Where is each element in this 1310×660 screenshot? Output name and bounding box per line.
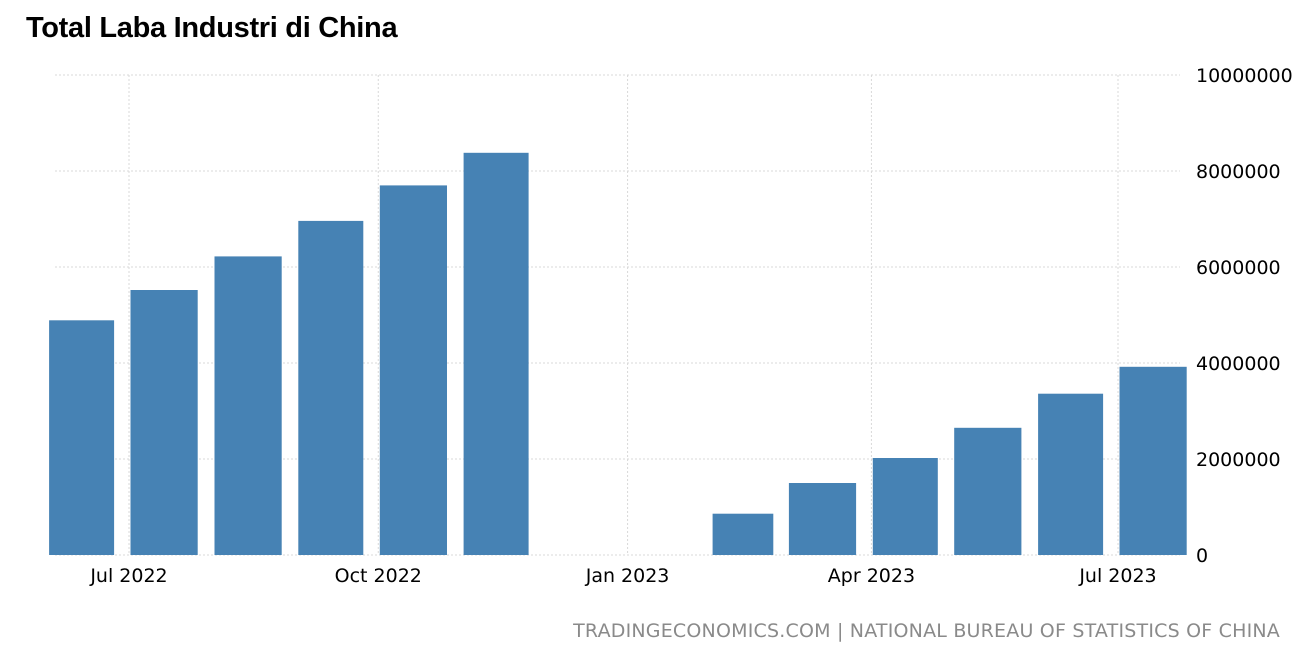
source-credit: TRADINGECONOMICS.COM | NATIONAL BUREAU O… <box>573 620 1280 642</box>
y-tick-label: 4000000 <box>1196 353 1281 375</box>
bar <box>49 320 115 555</box>
bar <box>872 458 938 555</box>
x-tick-label: Jan 2023 <box>585 565 670 587</box>
y-tick-label: 8000000 <box>1196 161 1281 183</box>
y-tick-label: 2000000 <box>1196 449 1281 471</box>
bar <box>1038 393 1104 555</box>
x-tick-label: Jul 2022 <box>89 565 167 587</box>
bar <box>463 152 529 556</box>
bar <box>214 256 282 555</box>
bar <box>298 220 364 555</box>
y-tick-label: 6000000 <box>1196 257 1281 279</box>
bars <box>49 152 1187 556</box>
y-tick-label: 0 <box>1196 545 1208 567</box>
x-axis-ticks: Jul 2022 Oct 2022 Jan 2023 Apr 2023 Jul 2023 <box>89 565 1156 587</box>
bar <box>712 513 774 555</box>
x-tick-label: Jul 2023 <box>1078 565 1156 587</box>
bar-chart: 0 2000000 4000000 6000000 8000000 10000000 Ju… <box>49 65 1293 587</box>
bar <box>130 290 198 555</box>
chart-title: Total Laba Industri di China <box>26 12 398 44</box>
y-tick-label: 10000000 <box>1196 65 1293 87</box>
bar <box>954 427 1022 555</box>
x-tick-label: Apr 2023 <box>828 565 915 587</box>
bar <box>788 483 857 555</box>
x-tick-label: Oct 2022 <box>335 565 422 587</box>
bar <box>1119 366 1187 555</box>
bar <box>379 185 447 555</box>
y-axis-ticks: 0 2000000 4000000 6000000 8000000 10000000 <box>1196 65 1293 567</box>
